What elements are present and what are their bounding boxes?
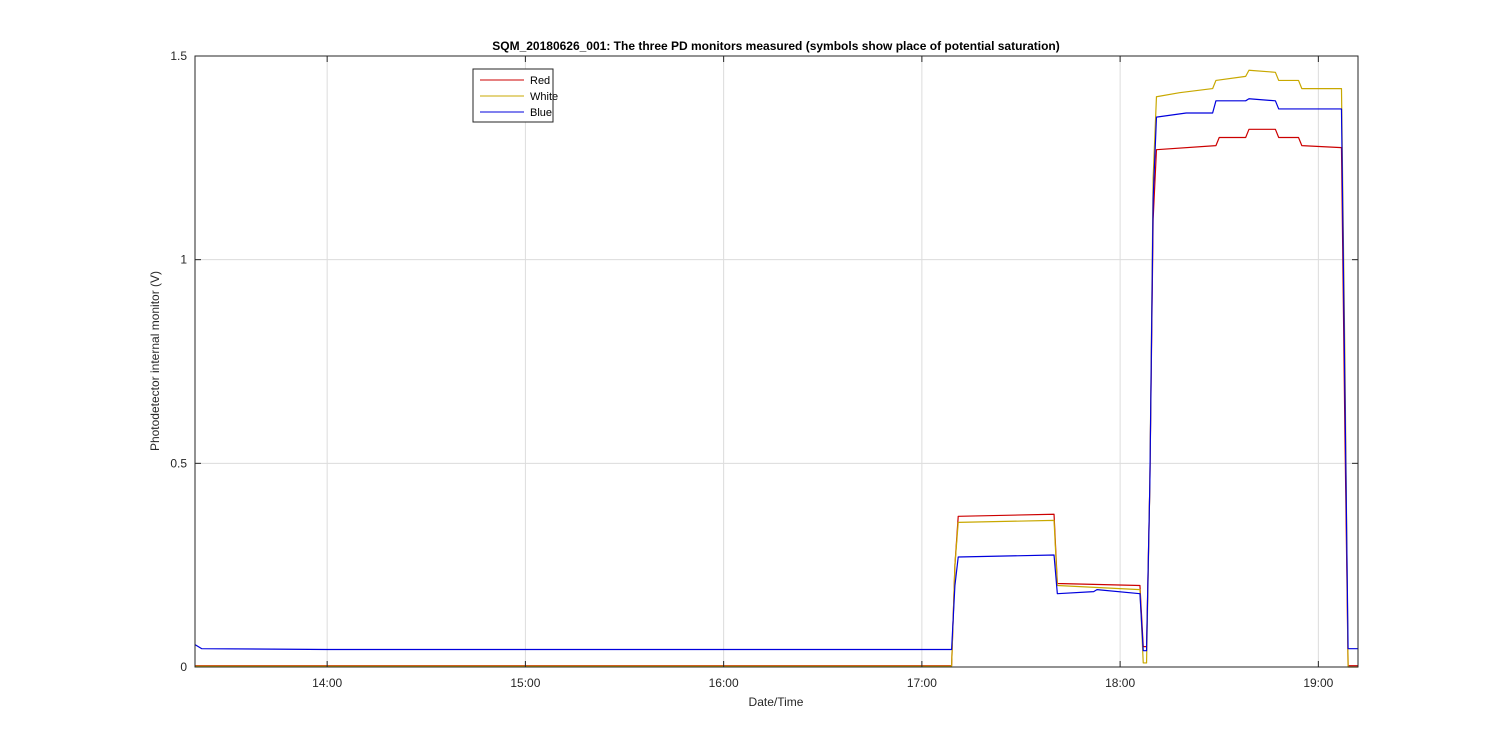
- plot-frame: [194, 55, 1359, 668]
- plot-area: [195, 56, 1358, 667]
- x-tick-label: 14:00: [312, 676, 342, 690]
- x-axis-label: Date/Time: [749, 695, 804, 709]
- x-tick-label: 19:00: [1303, 676, 1333, 690]
- y-axis-label: Photodetector internal monitor (V): [148, 271, 162, 451]
- y-tick-label: 0: [180, 660, 187, 674]
- series-line-white: [195, 69, 1358, 668]
- series-line-red: [195, 128, 1358, 667]
- x-tick-label: 17:00: [907, 676, 937, 690]
- legend: Red White Blue: [472, 68, 558, 123]
- legend-entry-white: White: [530, 91, 558, 103]
- x-tick-label: 16:00: [709, 676, 739, 690]
- y-tick-label: 1.5: [170, 49, 187, 63]
- grid-lines: [195, 56, 1358, 667]
- series-line-blue: [194, 98, 1358, 652]
- series-layer: [194, 69, 1358, 668]
- x-tick-label: 18:00: [1105, 676, 1135, 690]
- x-tick-label: 15:00: [510, 676, 540, 690]
- chart-title: SQM_20180626_001: The three PD monitors …: [492, 39, 1060, 53]
- legend-entry-red: Red: [530, 75, 550, 87]
- y-tick-label: 1: [180, 253, 187, 267]
- tick-marks: 14:00 15:00 16:00 17:00 18:00 19:00 0 0.5 1 1.5: [170, 49, 1358, 690]
- legend-entry-blue: Blue: [530, 107, 552, 119]
- y-tick-label: 0.5: [170, 456, 187, 470]
